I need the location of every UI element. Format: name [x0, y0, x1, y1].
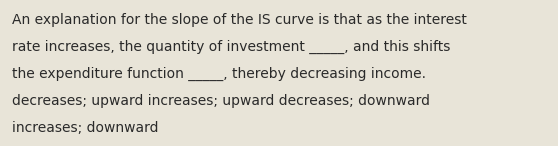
Text: rate increases, the quantity of investment _____, and this shifts: rate increases, the quantity of investme…: [12, 40, 451, 54]
Text: increases; downward: increases; downward: [12, 121, 159, 135]
Text: the expenditure function _____, thereby decreasing income.: the expenditure function _____, thereby …: [12, 67, 426, 81]
Text: An explanation for the slope of the IS curve is that as the interest: An explanation for the slope of the IS c…: [12, 13, 467, 27]
Text: decreases; upward increases; upward decreases; downward: decreases; upward increases; upward decr…: [12, 94, 430, 108]
